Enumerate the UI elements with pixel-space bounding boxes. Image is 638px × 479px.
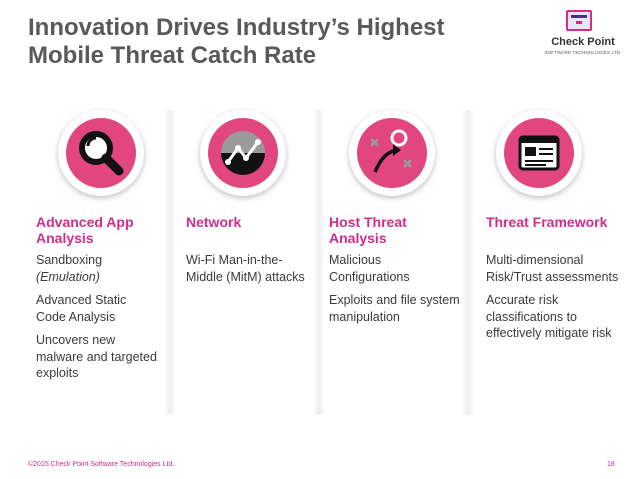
paragraph: Exploits and file system manipulation xyxy=(329,293,460,324)
column-heading: Threat Framework xyxy=(486,214,608,230)
column-body: Multi-dimensional Risk/Trust assessments… xyxy=(486,252,626,349)
network-globe-icon xyxy=(200,110,286,196)
column-divider xyxy=(462,110,474,415)
paragraph: Sandboxing (Emulation) xyxy=(36,252,158,285)
column-divider xyxy=(313,110,325,415)
column-divider xyxy=(164,110,176,415)
paragraph: Wi-Fi Man-in-the-Middle (MitM) attacks xyxy=(186,253,305,284)
column-body: Malicious Configurations Exploits and fi… xyxy=(329,252,464,332)
column-network: Network Wi-Fi Man-in-the-Middle (MitM) a… xyxy=(186,100,316,420)
column-heading: Network xyxy=(186,214,242,230)
magnifier-icon xyxy=(58,110,144,196)
column-body: Sandboxing (Emulation) Advanced Static C… xyxy=(36,252,158,389)
page-number: 18 xyxy=(607,461,615,468)
slide-title: Innovation Drives Industry’s Highest Mob… xyxy=(28,14,445,69)
paragraph: Multi-dimensional Risk/Trust assessments xyxy=(486,253,619,284)
paragraph-line-italic: (Emulation) xyxy=(36,269,100,284)
column-host-threat-analysis: Host Threat Analysis Malicious Configura… xyxy=(329,100,464,420)
column-advanced-app-analysis: Advanced App Analysis Sandboxing (Emulat… xyxy=(36,100,166,420)
threat-path-icon xyxy=(349,110,435,196)
framework-card-icon xyxy=(496,110,582,196)
logo-name: Check Point xyxy=(551,36,615,48)
copyright-footer: ©2015 Check Point Software Technologies … xyxy=(28,461,175,468)
column-threat-framework: Threat Framework Multi-dimensional Risk/… xyxy=(486,100,626,420)
paragraph: Malicious Configurations xyxy=(329,253,410,284)
check-point-logo: Check Point SOFTWARE TECHNOLOGIES LTD. xyxy=(538,10,628,64)
column-heading: Advanced App Analysis xyxy=(36,214,134,246)
column-heading: Host Threat Analysis xyxy=(329,214,407,246)
logo-subtitle: SOFTWARE TECHNOLOGIES LTD. xyxy=(544,50,622,55)
paragraph: Uncovers new malware and targeted exploi… xyxy=(36,333,157,380)
column-body: Wi-Fi Man-in-the-Middle (MitM) attacks xyxy=(186,252,310,292)
paragraph: Accurate risk classifications to effecti… xyxy=(486,293,612,340)
logo-mark-icon xyxy=(566,10,592,31)
paragraph-line: Sandboxing xyxy=(36,253,103,267)
paragraph: Advanced Static Code Analysis xyxy=(36,293,127,324)
